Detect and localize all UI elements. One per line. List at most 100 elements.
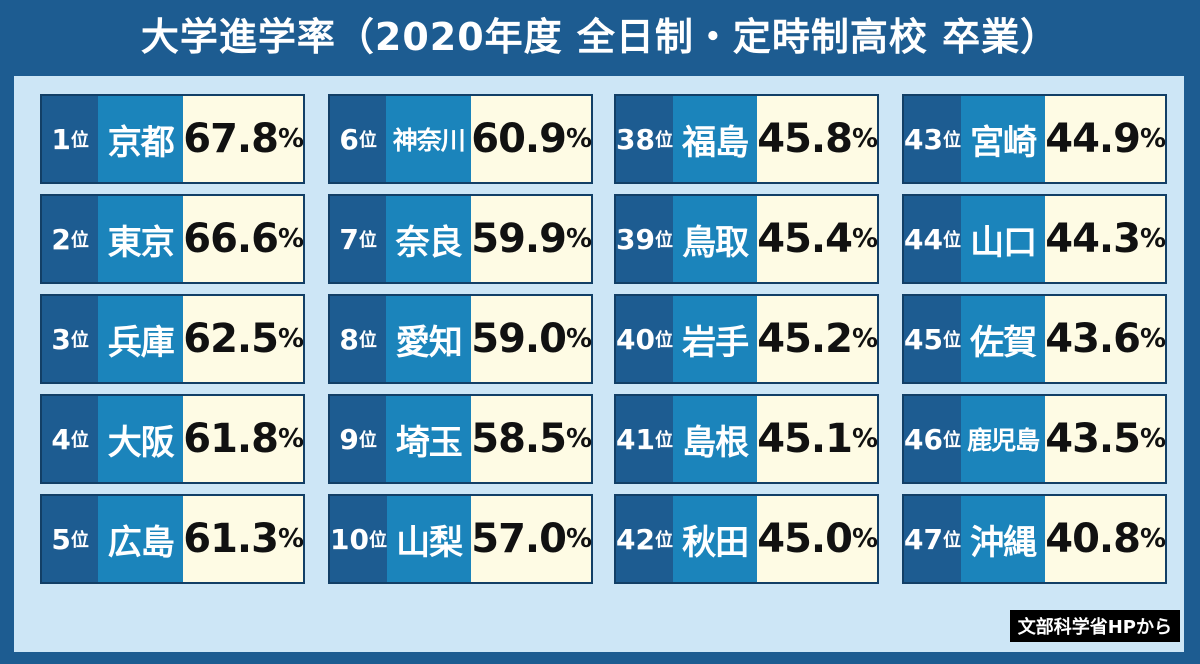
ranking-cell: 47 位沖縄 40.8% (902, 494, 1167, 584)
ranking-cell: 6 位神奈川 60.9% (328, 94, 593, 184)
ranking-cell: 1 位京都 67.8% (40, 94, 305, 184)
rate-unit: % (1139, 524, 1166, 554)
ranking-cell: 4 位大阪 61.8% (40, 394, 305, 484)
rank-unit: 位 (942, 330, 961, 351)
rate: 45.1% (757, 396, 878, 482)
rank: 47 位 (904, 496, 961, 582)
prefecture: 山口 (960, 196, 1046, 282)
prefecture: 愛知 (386, 296, 472, 382)
rank-unit: 位 (654, 330, 673, 351)
rank: 39 位 (616, 196, 673, 282)
rate-unit: % (277, 124, 304, 154)
rate-number: 60.9 (471, 116, 567, 162)
rank-unit: 位 (942, 530, 961, 551)
rate-unit: % (851, 124, 878, 154)
rank-unit: 位 (70, 130, 89, 151)
rank-number: 45 (904, 322, 943, 356)
rate-unit: % (565, 524, 592, 554)
rank-number: 38 (616, 122, 655, 156)
rank: 45 位 (904, 296, 961, 382)
ranking-cell: 38 位福島 45.8% (614, 94, 879, 184)
rate: 57.0% (471, 496, 592, 582)
rate: 45.4% (757, 196, 878, 282)
rank: 46 位 (904, 396, 961, 482)
rate-unit: % (565, 224, 592, 254)
rate-unit: % (851, 324, 878, 354)
rate-unit: % (1139, 424, 1166, 454)
rate: 45.2% (757, 296, 878, 382)
prefecture: 福島 (672, 96, 758, 182)
rate-number: 62.5 (183, 316, 279, 362)
rank: 42 位 (616, 496, 673, 582)
rate-unit: % (277, 524, 304, 554)
rank-unit: 位 (358, 130, 377, 151)
rank-number: 4 (51, 422, 71, 456)
rate-number: 61.8 (183, 416, 279, 462)
rate: 59.0% (471, 296, 592, 382)
prefecture: 兵庫 (98, 296, 184, 382)
rate: 40.8% (1045, 496, 1166, 582)
rank-unit: 位 (70, 530, 89, 551)
rate: 60.9% (471, 96, 592, 182)
rate: 45.8% (757, 96, 878, 182)
ranking-cell: 44 位山口 44.3% (902, 194, 1167, 284)
ranking-cell: 40 位岩手 45.2% (614, 294, 879, 384)
rate-number: 61.3 (183, 516, 279, 562)
rank-unit: 位 (654, 430, 673, 451)
rate-number: 45.2 (757, 316, 853, 362)
prefecture: 大阪 (98, 396, 184, 482)
rate: 67.8% (183, 96, 304, 182)
rank-number: 10 (330, 522, 369, 556)
prefecture: 岩手 (672, 296, 758, 382)
rank-unit: 位 (654, 530, 673, 551)
ranking-cell: 41 位島根 45.1% (614, 394, 879, 484)
rate-number: 67.8 (183, 116, 279, 162)
rank-number: 46 (904, 422, 943, 456)
rank-unit: 位 (70, 430, 89, 451)
prefecture: 佐賀 (960, 296, 1046, 382)
prefecture: 鹿児島 (960, 396, 1046, 482)
ranking-cell: 10 位山梨 57.0% (328, 494, 593, 584)
ranking-cell: 46 位鹿児島 43.5% (902, 394, 1167, 484)
rate-unit: % (277, 224, 304, 254)
rate-number: 43.6 (1045, 316, 1141, 362)
ranking-cell: 3 位兵庫 62.5% (40, 294, 305, 384)
ranking-cell: 42 位秋田 45.0% (614, 494, 879, 584)
ranking-cell: 9 位埼玉 58.5% (328, 394, 593, 484)
rank-number: 9 (339, 422, 359, 456)
rate-unit: % (1139, 324, 1166, 354)
rank-unit: 位 (942, 130, 961, 151)
rate: 61.8% (183, 396, 304, 482)
rank-unit: 位 (358, 330, 377, 351)
panel: 1 位京都 67.8% 2 位東京 66.6% 3 位兵庫 62.5% 4 位大阪 61.8% 5 位広島… (14, 76, 1184, 652)
rank-number: 39 (616, 222, 655, 256)
rank: 40 位 (616, 296, 673, 382)
title: 大学進学率（2020年度 全日制・定時制高校 卒業） (140, 15, 1060, 59)
prefecture: 宮崎 (960, 96, 1046, 182)
prefecture: 鳥取 (672, 196, 758, 282)
rate-unit: % (565, 124, 592, 154)
rate-number: 44.3 (1045, 216, 1141, 262)
prefecture: 奈良 (386, 196, 472, 282)
rank-unit: 位 (942, 230, 961, 251)
rate-number: 66.6 (183, 216, 279, 262)
rate-number: 40.8 (1045, 516, 1141, 562)
rate: 44.9% (1045, 96, 1166, 182)
rate-number: 44.9 (1045, 116, 1141, 162)
rate: 66.6% (183, 196, 304, 282)
rank-number: 1 (51, 122, 71, 156)
ranking-cell: 7 位奈良 59.9% (328, 194, 593, 284)
rank: 10 位 (330, 496, 387, 582)
rank: 41 位 (616, 396, 673, 482)
rank-number: 40 (616, 322, 655, 356)
rate-unit: % (851, 524, 878, 554)
rank-unit: 位 (70, 330, 89, 351)
prefecture: 沖縄 (960, 496, 1046, 582)
rank-number: 43 (904, 122, 943, 156)
ranking-cell: 45 位佐賀 43.6% (902, 294, 1167, 384)
